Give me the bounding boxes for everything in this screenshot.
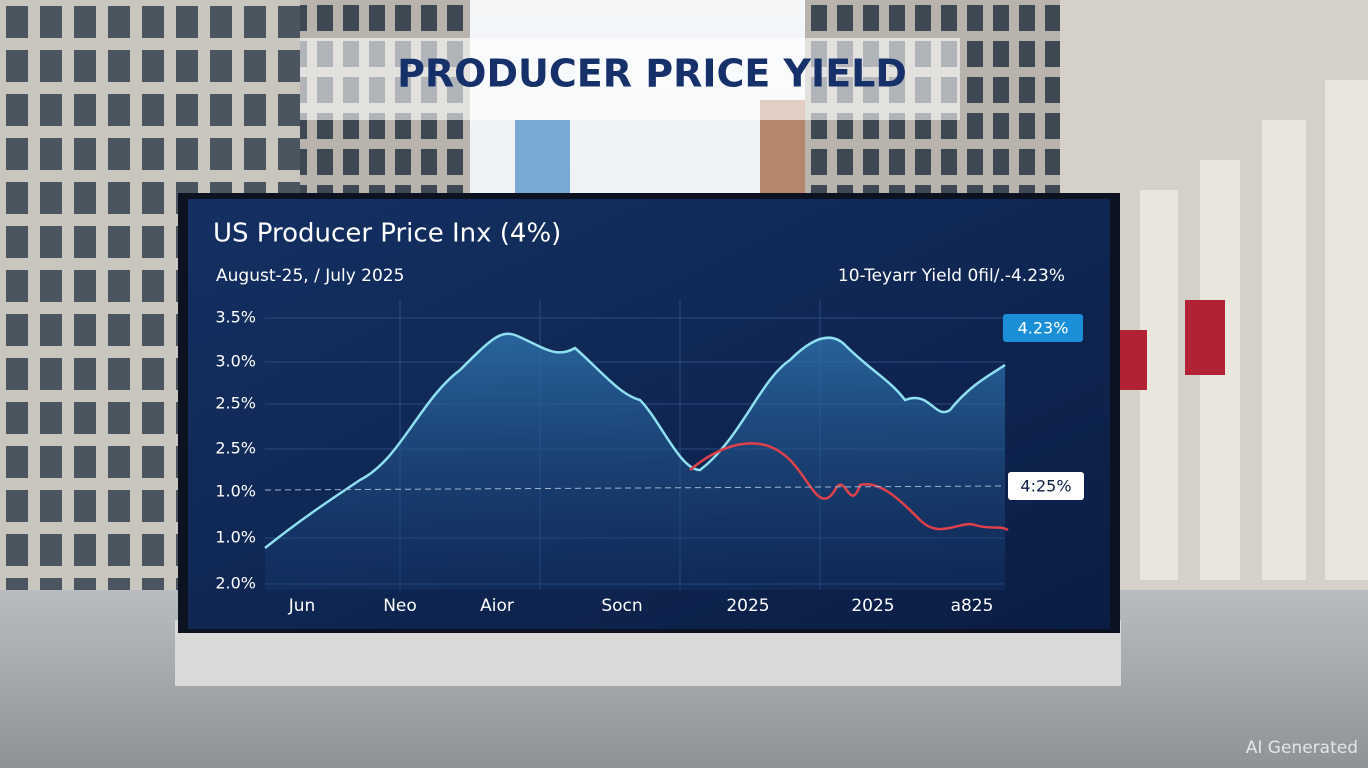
x-label: a825 — [951, 596, 994, 616]
flag — [1115, 330, 1147, 390]
yield-note: 10-Teyarr Yield 0fil/.-4.23% — [838, 266, 1065, 286]
banner — [300, 38, 960, 120]
x-label: Jun — [288, 596, 316, 616]
flag — [1185, 300, 1225, 375]
chart-line — [264, 332, 1006, 549]
y-label: 1.0% — [215, 528, 256, 547]
callout: 4:25% — [1020, 477, 1071, 496]
watermark: AI Generated — [1246, 738, 1358, 758]
y-label: 1.0% — [215, 482, 256, 501]
chart-line-secondary — [689, 442, 1009, 532]
x-label: Neo — [383, 596, 417, 616]
screen-title: US Producer Price Inx (4%) — [213, 219, 561, 249]
chart-area — [265, 333, 1005, 590]
y-label: 2.5% — [215, 439, 256, 458]
callout: 4.23% — [1018, 319, 1069, 338]
x-label: 2025 — [726, 596, 769, 616]
callout-box — [1003, 314, 1083, 342]
building — [960, 0, 1070, 200]
x-label: Socn — [601, 596, 642, 616]
building — [515, 120, 570, 200]
x-label: Aior — [480, 596, 514, 616]
reference-line — [264, 485, 1006, 491]
banner-title: PRODUCER PRICE YIELD — [397, 52, 907, 96]
y-label: 2.0% — [215, 574, 256, 593]
x-label: 2025 — [851, 596, 894, 616]
y-label: 3.5% — [215, 308, 256, 327]
y-label: 3.0% — [215, 352, 256, 371]
callout-box — [1008, 472, 1084, 500]
screen-subtitle: August-25, / July 2025 — [216, 266, 404, 286]
y-label: 2.5% — [215, 394, 256, 413]
